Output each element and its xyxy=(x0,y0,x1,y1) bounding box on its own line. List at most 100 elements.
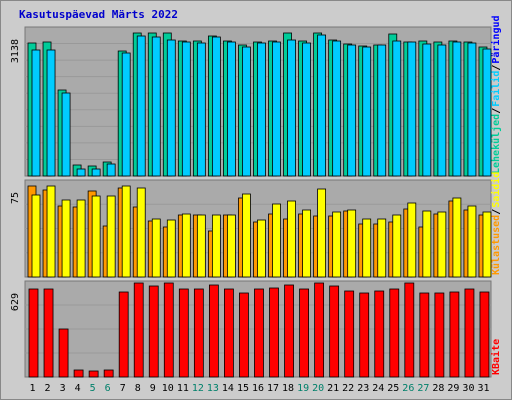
chart-title: Kasutuspäevad Märts 2022 xyxy=(19,8,178,21)
x-tick-label-day-12: 12 xyxy=(192,383,204,394)
bar-middle-s1-day-27 xyxy=(422,210,432,278)
bar-middle-s1-day-14 xyxy=(227,214,236,278)
legend-top-2: Päringud xyxy=(490,15,502,63)
x-tick-label-day-29: 29 xyxy=(447,383,459,394)
bar-bottom-s0-day-15 xyxy=(239,292,249,378)
bar-middle-s1-day-31 xyxy=(482,211,492,278)
legend-bottom-0: KBaite xyxy=(490,339,502,375)
bar-middle-s1-day-23 xyxy=(362,218,372,278)
bar-bottom-s0-day-26 xyxy=(404,282,415,378)
bar-middle-s1-day-2 xyxy=(46,185,56,278)
bar-bottom-s0-day-22 xyxy=(344,290,355,378)
x-tick-label-day-2: 2 xyxy=(45,383,51,394)
bar-top-s1-day-7 xyxy=(121,52,131,177)
bar-top-s1-day-14 xyxy=(227,41,236,177)
bar-bottom-s0-day-4 xyxy=(73,369,84,378)
bar-bottom-s0-day-16 xyxy=(254,288,264,378)
bar-middle-s1-day-10 xyxy=(166,219,176,278)
legend-separator: / xyxy=(491,108,502,114)
bar-middle-s1-day-25 xyxy=(392,214,402,278)
bar-middle-s1-day-21 xyxy=(332,211,342,278)
bar-bottom-s0-day-31 xyxy=(479,291,490,378)
bar-middle-s1-day-26 xyxy=(407,202,417,278)
y-tick-label-bottom: 629 xyxy=(10,293,21,311)
bar-middle-s1-day-4 xyxy=(76,199,86,278)
bar-bottom-s0-day-21 xyxy=(329,285,340,378)
x-tick-label-day-15: 15 xyxy=(237,383,249,394)
bar-middle-s1-day-29 xyxy=(452,197,462,278)
bar-bottom-s0-day-6 xyxy=(103,369,114,378)
bar-top-s1-day-8 xyxy=(136,35,146,177)
x-tick-label-day-4: 4 xyxy=(75,383,81,394)
bar-middle-s1-day-12 xyxy=(196,214,206,278)
bar-bottom-s0-day-13 xyxy=(208,284,219,378)
x-tick-label-day-6: 6 xyxy=(105,383,111,394)
bar-top-s1-day-21 xyxy=(332,40,342,177)
bar-top-s1-day-18 xyxy=(287,39,296,177)
bar-bottom-s0-day-20 xyxy=(314,282,325,378)
bar-bottom-s0-day-29 xyxy=(449,291,460,378)
bar-top-s1-day-5 xyxy=(91,168,101,177)
bar-middle-s1-day-5 xyxy=(91,195,101,278)
x-tick-label-day-11: 11 xyxy=(177,383,189,394)
bar-top-s1-day-4 xyxy=(76,168,86,177)
y-tick-label-top: 3138 xyxy=(10,39,21,63)
y-tick-label-middle: 75 xyxy=(10,192,21,204)
bar-middle-s1-day-8 xyxy=(136,187,146,278)
bar-middle-s1-day-18 xyxy=(287,200,296,278)
x-tick-label-day-17: 17 xyxy=(267,383,279,394)
bar-top-s1-day-1 xyxy=(31,49,41,177)
x-tick-label-day-21: 21 xyxy=(327,383,339,394)
x-tick-label-day-8: 8 xyxy=(135,383,141,394)
x-tick-label-day-13: 13 xyxy=(207,383,219,394)
bar-bottom-s0-day-17 xyxy=(269,287,279,378)
x-tick-label-day-22: 22 xyxy=(342,383,354,394)
x-tick-label-day-26: 26 xyxy=(402,383,414,394)
bar-top-s1-day-19 xyxy=(302,42,311,177)
bar-top-s1-day-22 xyxy=(347,44,357,177)
bar-bottom-s0-day-14 xyxy=(224,288,234,378)
legend-top-0: Leheküljed xyxy=(490,114,502,174)
x-tick-label-day-28: 28 xyxy=(432,383,444,394)
x-tick-label-day-1: 1 xyxy=(30,383,36,394)
x-tick-label-day-9: 9 xyxy=(150,383,156,394)
legend-middle-0: Külastused xyxy=(491,215,502,275)
bar-middle-s1-day-17 xyxy=(272,203,281,278)
bar-middle-s1-day-15 xyxy=(242,193,251,278)
x-tick-label-day-27: 27 xyxy=(417,383,429,394)
bar-bottom-s0-day-18 xyxy=(284,284,294,378)
bar-middle-s1-day-3 xyxy=(61,199,71,278)
bar-bottom-s0-day-23 xyxy=(359,292,370,378)
x-tick-label-day-30: 30 xyxy=(462,383,474,394)
bar-bottom-s0-day-7 xyxy=(118,291,129,378)
x-tick-label-day-14: 14 xyxy=(222,383,234,394)
bar-top-s1-day-20 xyxy=(317,34,327,177)
x-tick-label-day-7: 7 xyxy=(120,383,126,394)
bar-top-s1-day-15 xyxy=(242,46,251,177)
bar-bottom-s0-day-9 xyxy=(148,285,159,378)
x-tick-label-day-10: 10 xyxy=(162,383,174,394)
bar-bottom-s0-day-11 xyxy=(178,288,189,378)
bar-top-s1-day-30 xyxy=(467,42,477,177)
bar-top-s1-day-17 xyxy=(272,41,281,177)
bar-middle-s1-day-16 xyxy=(257,219,266,278)
bar-bottom-s0-day-25 xyxy=(389,288,400,378)
bar-middle-s1-day-22 xyxy=(347,209,357,278)
bar-bottom-s0-day-8 xyxy=(133,282,144,378)
bar-middle-s1-day-11 xyxy=(181,213,191,278)
bar-top-s1-day-11 xyxy=(181,41,191,177)
x-tick-label-day-25: 25 xyxy=(387,383,399,394)
bar-middle-s1-day-13 xyxy=(211,214,221,278)
bar-top-s1-day-3 xyxy=(61,92,71,177)
x-tick-label-day-16: 16 xyxy=(252,383,264,394)
bar-top-s1-day-16 xyxy=(257,42,266,177)
bar-middle-s1-day-6 xyxy=(106,195,116,278)
bar-bottom-s0-day-24 xyxy=(374,290,385,378)
bar-middle-s1-day-20 xyxy=(317,188,327,278)
bar-top-s1-day-13 xyxy=(211,36,221,177)
bar-middle-s1-day-9 xyxy=(151,218,161,278)
bar-middle-s1-day-19 xyxy=(302,209,311,278)
bar-bottom-s0-day-1 xyxy=(28,288,39,378)
bar-top-s1-day-31 xyxy=(482,48,492,177)
